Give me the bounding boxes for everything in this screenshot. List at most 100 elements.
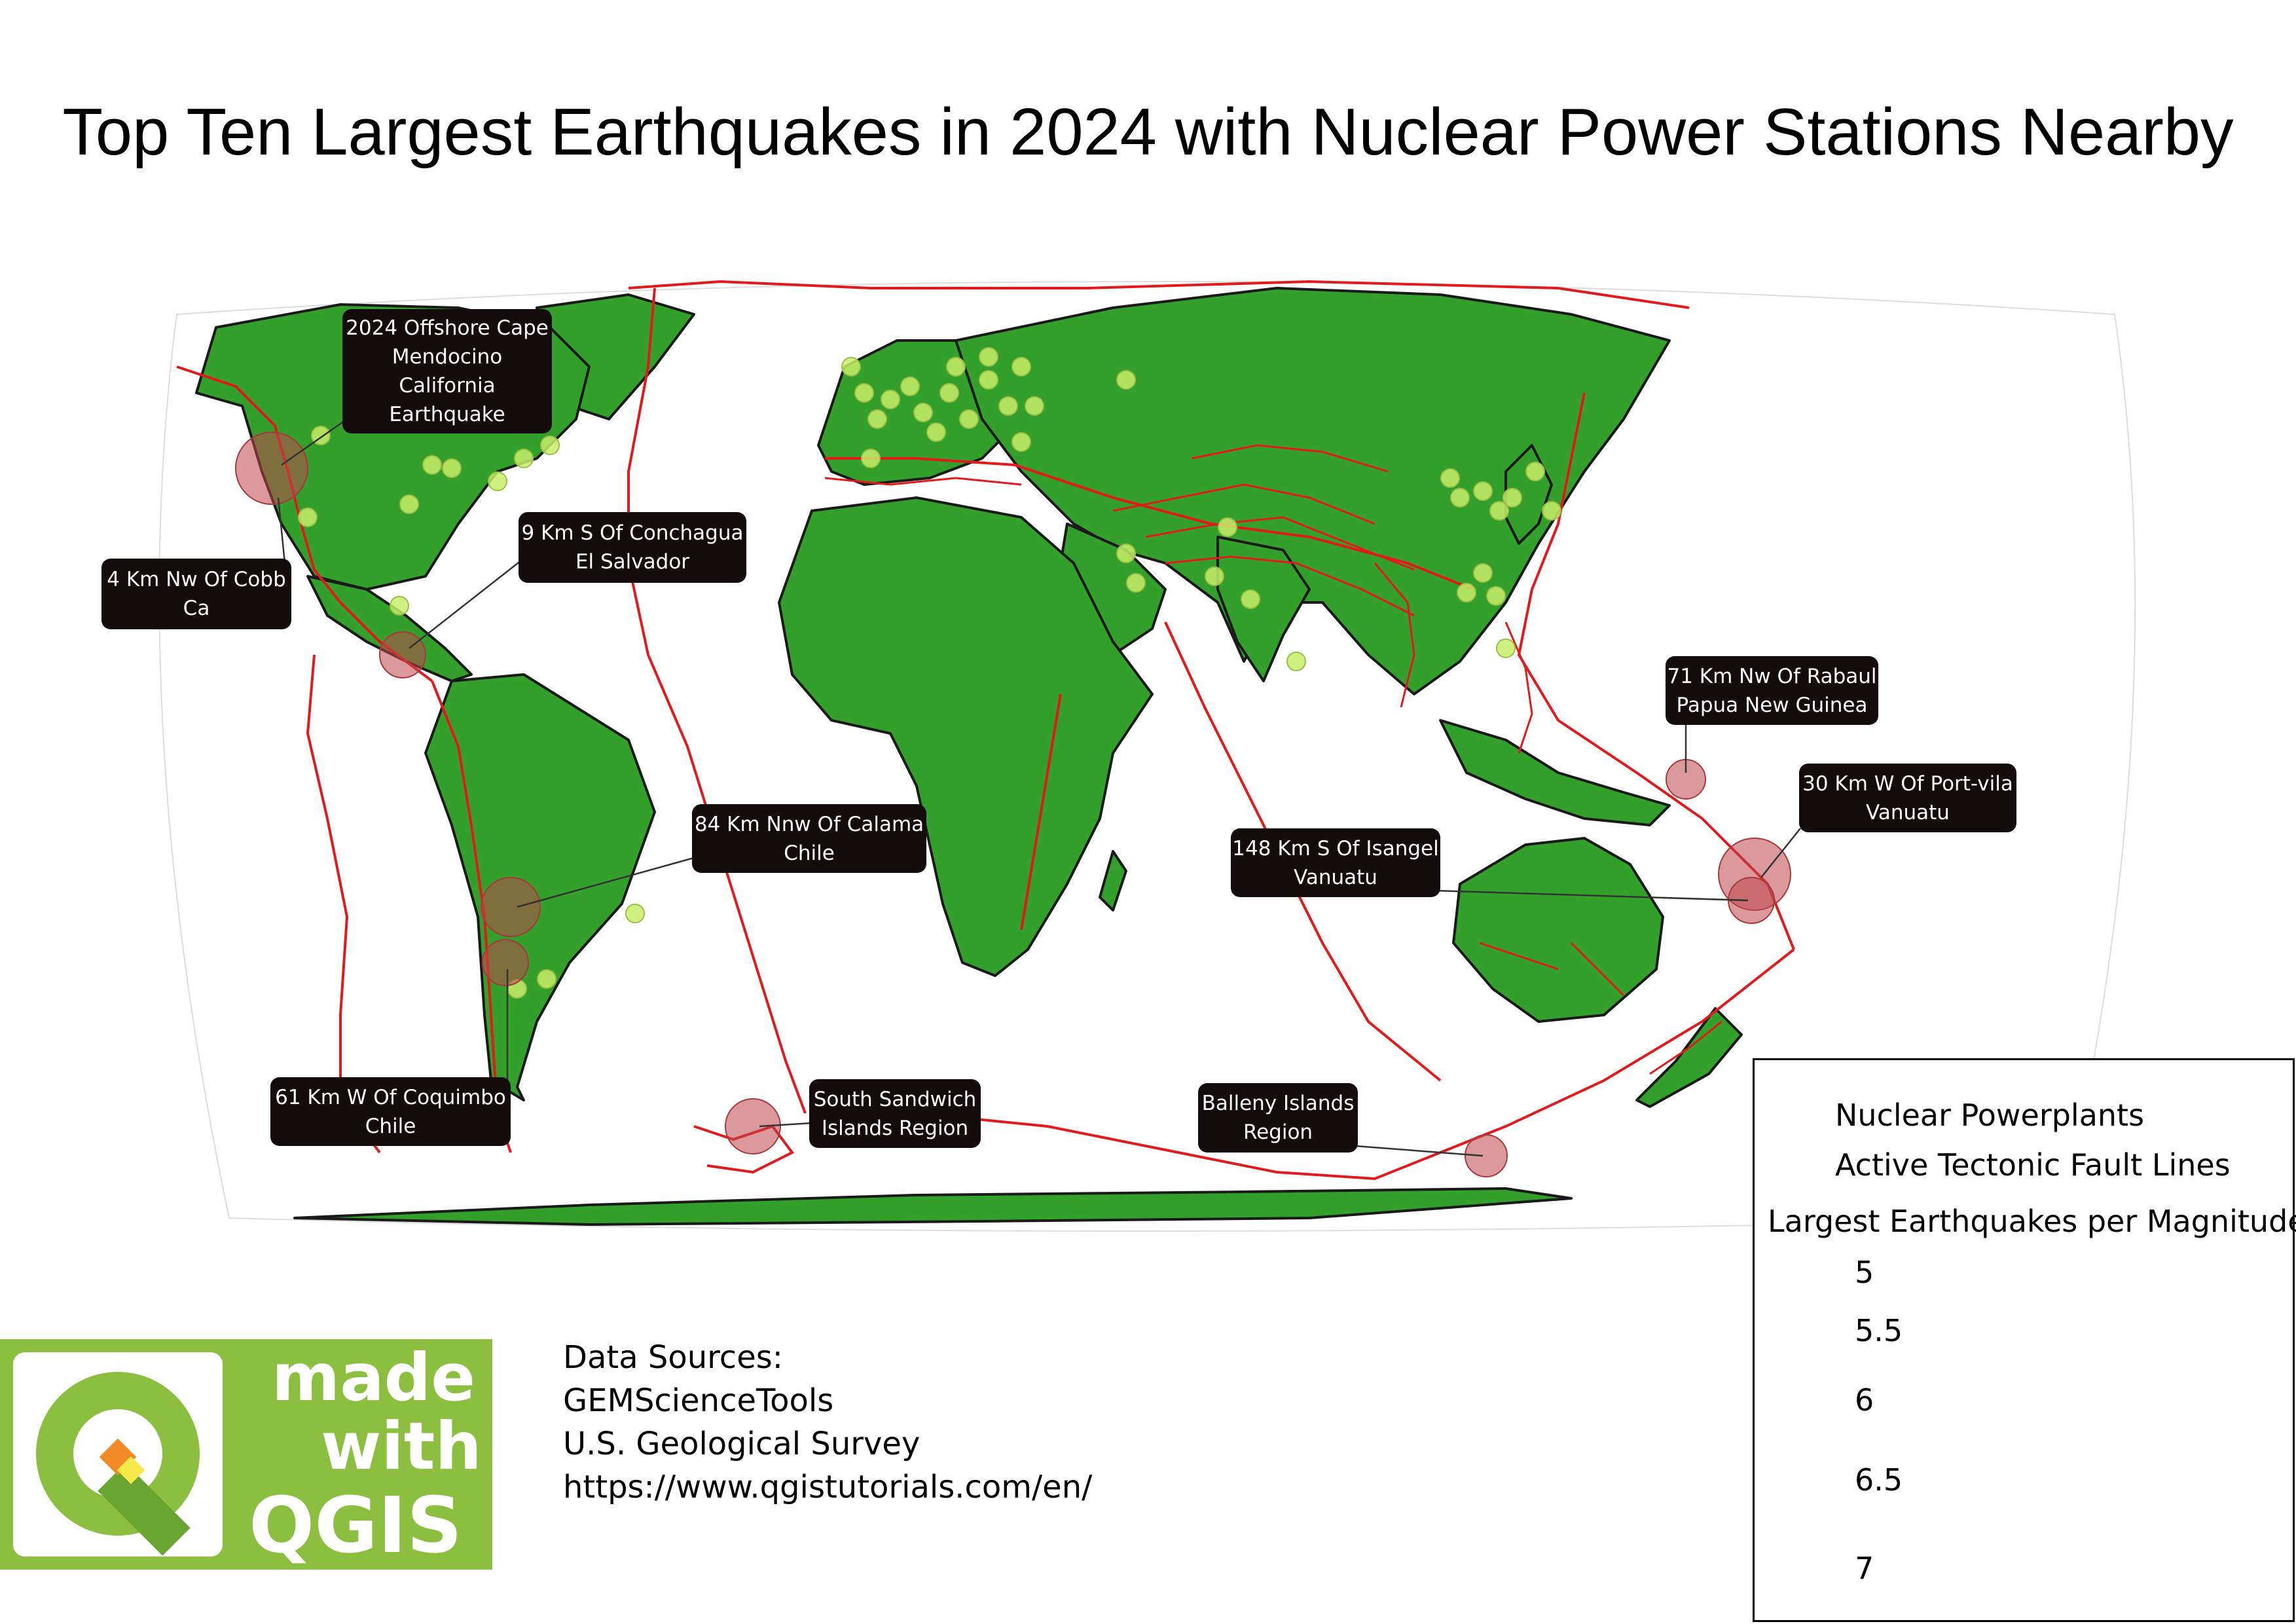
source-link[interactable]: https://www.qgistutorials.com/en/ [563,1469,1093,1505]
qgis-logo: made with QGIS [0,1339,492,1570]
nuclear-plant-marker [979,370,998,390]
label-cobb: 4 Km Nw Of Cobb Ca [101,559,291,629]
nuclear-plant-marker [926,422,946,442]
fault-mid-atlantic [627,287,807,1114]
map-title: Top Ten Largest Earthquakes in 2024 with… [62,96,2234,169]
nuclear-plant-marker [1218,517,1237,537]
nuclear-plant-marker [841,357,861,377]
label-line: Chile [365,1114,416,1138]
data-sources: Data Sources: GEMScienceTools U.S. Geolo… [563,1336,1092,1509]
nuclear-plant-marker [1486,586,1506,606]
nuclear-plant-marker [537,969,556,989]
source-item: GEMScienceTools [563,1382,834,1419]
legend-box [1753,1058,2295,1622]
earthquake-coquimbo [482,939,529,986]
fault-north-atlantic [628,280,1690,309]
label-line: 71 Km Nw Of Rabaul [1667,664,1877,688]
fault-scotia [693,1124,795,1174]
label-line: California [399,374,496,397]
fault-pacific-south [818,948,1795,1181]
nuclear-plant-marker [867,409,887,429]
se-asia-islands-land [1439,719,1671,826]
south-america-land [424,673,656,1101]
antarctica-land [293,1187,1573,1226]
label-line: Region [1243,1120,1313,1144]
nuclear-plant-marker [998,396,1018,416]
legend-size-title: Largest Earthquakes per Magnitude [1768,1204,2296,1239]
logo-word-qgis: QGIS [249,1480,463,1570]
nuclear-plant-marker [900,377,920,396]
leader-line-isangel [1433,889,1749,902]
label-line: 9 Km S Of Conchagua [521,521,744,545]
madagascar-land [1099,850,1127,912]
label-line: 4 Km Nw Of Cobb [107,568,286,591]
nuclear-plant-marker [1450,488,1470,507]
nuclear-plant-marker [1525,462,1545,481]
legend-mag-label: 7 [1855,1551,1874,1586]
label-line: El Salvador [575,550,690,574]
earthquake-sandwich [725,1098,781,1154]
nuclear-plant-marker [854,383,874,403]
nuclear-plant-marker [1496,638,1516,658]
legend-mag-label: 6.5 [1855,1462,1903,1498]
nuclear-plant-marker [1440,468,1460,488]
nuclear-plant-marker [1025,396,1044,416]
africa-land [778,496,1154,977]
earthquake-mendocino [235,432,308,505]
nuclear-plant-marker [488,471,507,491]
label-line: 2024 Offshore Cape [346,316,549,340]
nuclear-plant-marker [1503,488,1522,507]
fault-segment [1165,555,1415,617]
logo-word-with: with [321,1408,482,1485]
earthquake-conchagua [379,631,426,678]
nuclear-plant-marker [979,347,998,367]
label-line: Ca [183,597,210,620]
sources-heading: Data Sources: [563,1339,783,1376]
label-line: South Sandwich [813,1087,977,1111]
nuclear-plant-marker [1205,566,1224,586]
nuclear-plant-marker [540,435,560,455]
label-calama: 84 Km Nnw Of Calama Chile [692,804,926,873]
label-line: 61 Km W Of Coquimbo [275,1085,506,1109]
nuclear-plant-marker [946,357,966,377]
earthquake-calama [481,877,541,937]
nuclear-plant-marker [1011,432,1031,452]
label-sandwich: South Sandwich Islands Region [809,1079,981,1148]
nuclear-plant-marker [1473,563,1493,583]
nuclear-plant-marker [298,507,318,527]
nuclear-plant-marker [1116,544,1136,563]
label-line: Balleny Islands [1201,1092,1355,1115]
label-line: Papua New Guinea [1676,693,1868,717]
india-land [1216,536,1311,682]
label-line: Mendocino [392,345,503,369]
label-conchagua: 9 Km S Of Conchagua El Salvador [519,512,746,583]
nuclear-plant-marker [1126,573,1146,593]
fault-segment [824,477,1022,486]
label-line: 30 Km W Of Port-vila [1802,771,2013,796]
fault-segment [1191,444,1389,473]
fault-segment [1145,516,1415,571]
legend-mag-label: 6 [1855,1382,1874,1418]
label-isangel: 148 Km S Of Isangel Vanuatu [1231,828,1440,897]
nuclear-plant-marker [1116,370,1136,390]
label-line: Chile [784,841,835,865]
nuclear-plant-marker [913,403,933,422]
leader-line-balleny [1355,1145,1484,1157]
fault-alpide [825,457,1474,591]
label-portvila: 30 Km W Of Port-vila Vanuatu [1799,764,2016,832]
fault-africa-rift [1020,693,1062,931]
nuclear-plant-marker [861,449,881,468]
label-line: Vanuatu [1866,800,1950,824]
leader-line-mendocino [281,418,348,466]
label-line: Vanuatu [1294,865,1377,889]
nuclear-plant-marker [1489,501,1509,521]
leader-line-conchagua [409,553,531,649]
leader-line-sandwich [759,1122,812,1128]
nuclear-plant-marker [1473,481,1493,501]
label-line: Earthquake [389,403,505,426]
nuclear-plant-marker [422,455,442,475]
qgis-q-emblem [0,1339,492,1570]
leader-line-portvila [1760,828,1801,878]
fault-segment [1504,621,1533,754]
nuclear-plant-marker [1542,501,1561,521]
